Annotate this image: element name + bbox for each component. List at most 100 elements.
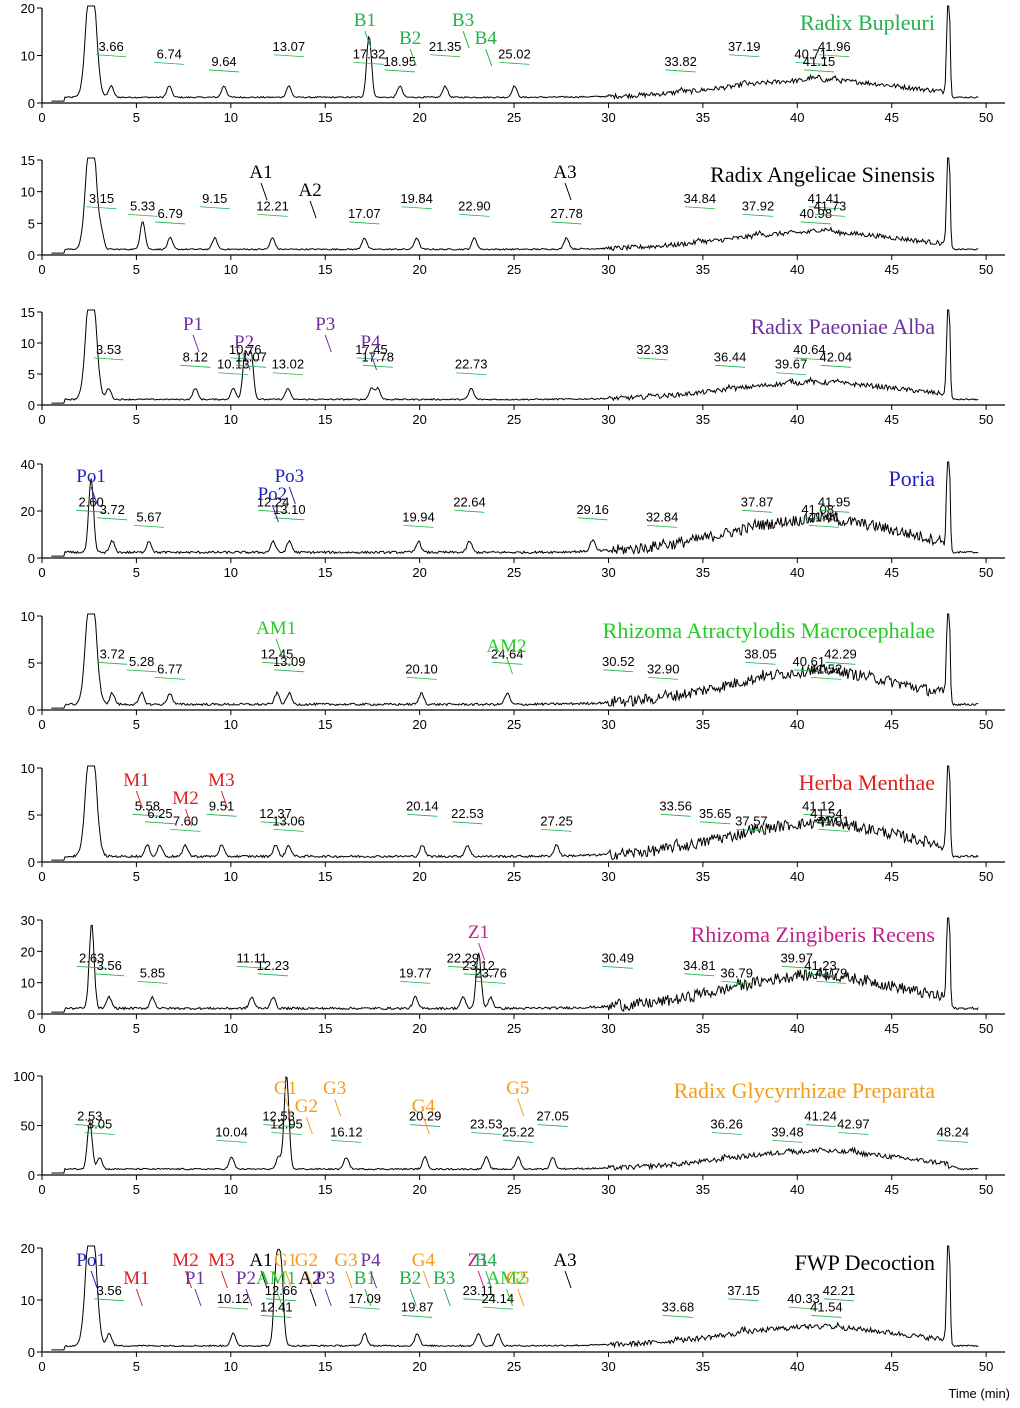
x-tick-label: 45 [884, 262, 898, 277]
x-tick-label: 15 [318, 1182, 332, 1197]
marker-leader [485, 1270, 493, 1289]
peak-label: 17.78 [361, 349, 394, 364]
y-tick-label: 20 [21, 944, 35, 959]
peak-label: 21.35 [429, 39, 462, 54]
peak-label: 22.29 [447, 950, 480, 965]
marker-label: Z1 [468, 1250, 489, 1271]
marker-leader [220, 790, 228, 809]
x-tick-label: 40 [790, 110, 804, 125]
peak-leader [410, 1124, 441, 1127]
peak-leader [349, 1306, 380, 1310]
peak-leader [808, 206, 839, 210]
peak-leader [711, 1132, 742, 1135]
peak-label: 27.05 [536, 1109, 569, 1124]
chromatogram-trace [51, 1075, 979, 1174]
peak-leader [216, 1139, 247, 1143]
peak-leader [471, 1132, 502, 1135]
peak-leader [456, 372, 487, 376]
peak-leader [401, 206, 432, 210]
marker-label: M1 [123, 1268, 149, 1289]
peak-label: 6.25 [147, 806, 172, 821]
y-tick-label: 50 [21, 1119, 35, 1134]
marker-leader [517, 1288, 525, 1307]
peak-label: 22.64 [453, 494, 486, 509]
marker-label: Po2 [258, 484, 288, 505]
marker-label: Po1 [76, 1250, 106, 1271]
peak-leader [94, 973, 125, 977]
peak-leader [823, 1298, 855, 1302]
peak-label: 25.02 [498, 46, 531, 61]
x-tick-label: 10 [224, 1182, 238, 1197]
y-tick-label: 0 [28, 398, 35, 413]
peak-leader [647, 524, 678, 528]
x-tick-label: 35 [696, 869, 710, 884]
y-tick-label: 0 [28, 96, 35, 111]
marker-leader [409, 1288, 417, 1307]
chromatogram-trace [51, 5, 979, 102]
peak-label: 19.77 [399, 965, 432, 980]
marker-label: P4 [361, 332, 382, 353]
peak-label: 34.81 [683, 958, 716, 973]
peak-leader [736, 828, 767, 832]
panel-title: Poria [889, 466, 936, 491]
x-tick-label: 50 [979, 869, 993, 884]
marker-leader [334, 1098, 342, 1117]
marker-label: AM1 [256, 618, 296, 639]
peak-label: 17.32 [353, 46, 386, 61]
peak-label: 41.79 [815, 965, 848, 980]
marker-leader [517, 1098, 525, 1117]
peak-leader [684, 973, 715, 977]
x-tick-label: 5 [133, 565, 140, 580]
peak-label: 29.16 [576, 502, 609, 517]
peak-label: 41.12 [802, 798, 835, 813]
peak-label: 6.74 [157, 46, 182, 61]
peak-label: 3.56 [97, 1283, 122, 1298]
panel-1: 0 10 20 0 5 10 15 20 25 30 35 40 45 50 3.66 6.74 9.64 13.… [21, 1, 1005, 125]
panel-title: Radix Angelicae Sinensis [710, 162, 935, 187]
peak-label: 10.04 [215, 1124, 248, 1139]
y-tick-label: 10 [21, 976, 35, 991]
marker-label: A2 [299, 180, 322, 201]
peak-leader [728, 1298, 759, 1302]
x-tick-label: 40 [790, 869, 804, 884]
x-tick-label: 10 [224, 262, 238, 277]
marker-leader [370, 1270, 378, 1289]
peak-label: 12.37 [259, 806, 292, 821]
x-tick-label: 30 [601, 869, 615, 884]
marker-label: AM1 [256, 1268, 296, 1289]
peak-leader [937, 1139, 968, 1143]
marker-leader [462, 30, 470, 49]
marker-leader [564, 1270, 572, 1289]
peak-leader [132, 813, 163, 817]
peak-label: 7.60 [173, 813, 198, 828]
peak-leader [814, 213, 845, 217]
x-tick-label: 35 [696, 1182, 710, 1197]
panel-8: 0 50 100 0 5 10 15 20 25 30 35 40 45 50 2.533.05 10.04 1… [13, 1069, 1005, 1197]
marker-leader [135, 1288, 143, 1307]
peak-label: 2.63 [79, 950, 104, 965]
marker-leader [324, 1288, 332, 1307]
chromatogram-trace [51, 1245, 979, 1351]
y-tick-label: 40 [21, 457, 35, 472]
peak-label: 13.09 [273, 654, 306, 669]
marker-leader [506, 656, 513, 675]
marker-leader [243, 352, 251, 371]
marker-label: B2 [399, 1268, 421, 1289]
peak-leader [825, 661, 856, 665]
peak-leader [819, 509, 850, 513]
x-tick-label: 45 [884, 717, 898, 732]
peak-leader [551, 221, 582, 225]
peak-leader [76, 509, 107, 513]
peak-leader [637, 357, 668, 361]
peak-label: 5.33 [130, 198, 155, 213]
peak-label: 22.90 [458, 198, 491, 213]
peak-label: 42.97 [837, 1116, 870, 1131]
marker-label: B1 [354, 10, 376, 31]
peak-label: 12.45 [261, 646, 294, 661]
peak-leader [648, 676, 679, 680]
x-tick-label: 0 [38, 1182, 45, 1197]
marker-leader [260, 182, 268, 201]
x-tick-label: 15 [318, 869, 332, 884]
y-tick-label: 5 [28, 656, 35, 671]
peak-leader [331, 1139, 362, 1143]
